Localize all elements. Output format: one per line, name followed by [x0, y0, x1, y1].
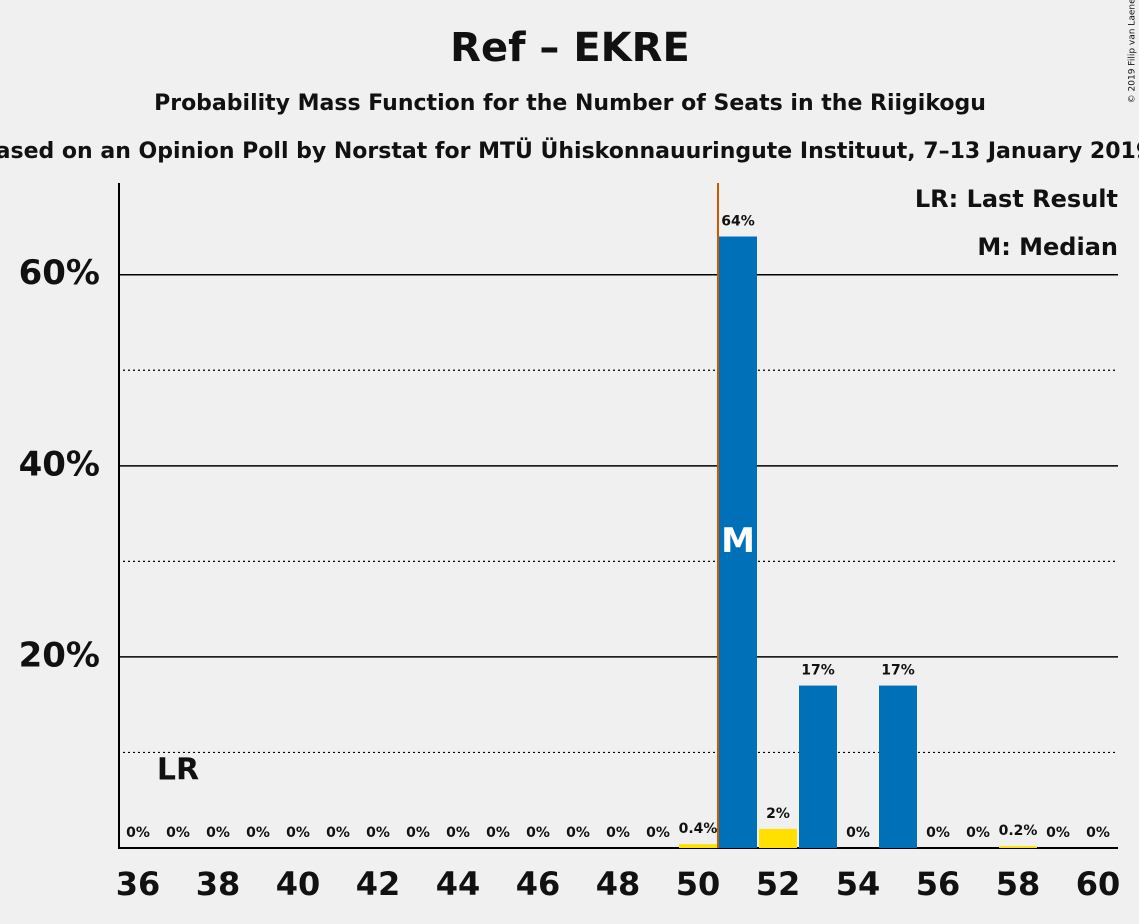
value-label: 0.4%: [679, 821, 718, 837]
y-tick-label: 40%: [19, 444, 100, 484]
x-tick-label: 52: [756, 865, 801, 903]
value-label: 0%: [406, 825, 430, 841]
bar: [719, 236, 757, 849]
x-tick-label: 56: [916, 865, 961, 903]
last-result-marker: LR: [157, 753, 199, 788]
value-label: 0%: [846, 825, 870, 841]
chart-title: Ref – EKRE: [450, 25, 690, 71]
y-tick-label: 20%: [19, 635, 100, 675]
legend-entry: LR: Last Result: [915, 185, 1118, 213]
x-tick-label: 40: [276, 865, 321, 903]
value-label: 0%: [486, 825, 510, 841]
value-label: 0%: [646, 825, 670, 841]
value-label: 0%: [926, 825, 950, 841]
x-tick-label: 42: [356, 865, 401, 903]
value-label: 0.2%: [999, 823, 1038, 839]
x-tick-label: 48: [596, 865, 641, 903]
x-tick-label: 50: [676, 865, 721, 903]
chart-subtitle: Based on an Opinion Poll by Norstat for …: [0, 138, 1139, 164]
value-label: 64%: [721, 214, 755, 230]
value-label: 0%: [126, 825, 150, 841]
bar: [759, 828, 797, 848]
value-label: 0%: [286, 825, 310, 841]
bar: [879, 685, 917, 848]
x-tick-label: 46: [516, 865, 561, 903]
value-label: 0%: [526, 825, 550, 841]
bar: [999, 846, 1037, 848]
bar: [799, 685, 837, 848]
x-tick-label: 54: [836, 865, 881, 903]
value-label: 0%: [1046, 825, 1070, 841]
value-label: 0%: [566, 825, 590, 841]
x-tick-label: 44: [436, 865, 481, 903]
legend-entry: M: Median: [977, 233, 1118, 261]
value-label: 0%: [1086, 825, 1110, 841]
median-marker: M: [721, 521, 755, 561]
x-tick-label: 36: [116, 865, 161, 903]
value-label: 17%: [801, 663, 835, 679]
value-label: 0%: [966, 825, 990, 841]
value-label: 17%: [881, 663, 915, 679]
value-label: 0%: [606, 825, 630, 841]
value-label: 0%: [246, 825, 270, 841]
x-tick-label: 58: [996, 865, 1041, 903]
value-label: 0%: [206, 825, 230, 841]
bar: [679, 844, 717, 848]
value-label: 0%: [446, 825, 470, 841]
value-label: 0%: [366, 825, 390, 841]
y-tick-label: 60%: [19, 253, 100, 293]
value-label: 2%: [766, 806, 790, 822]
value-label: 0%: [326, 825, 350, 841]
chart-subtitle: Probability Mass Function for the Number…: [154, 91, 986, 116]
x-tick-label: 38: [196, 865, 241, 903]
x-tick-label: 60: [1076, 865, 1121, 903]
value-label: 0%: [166, 825, 190, 841]
copyright: © 2019 Filip van Laenen: [1128, 0, 1138, 103]
